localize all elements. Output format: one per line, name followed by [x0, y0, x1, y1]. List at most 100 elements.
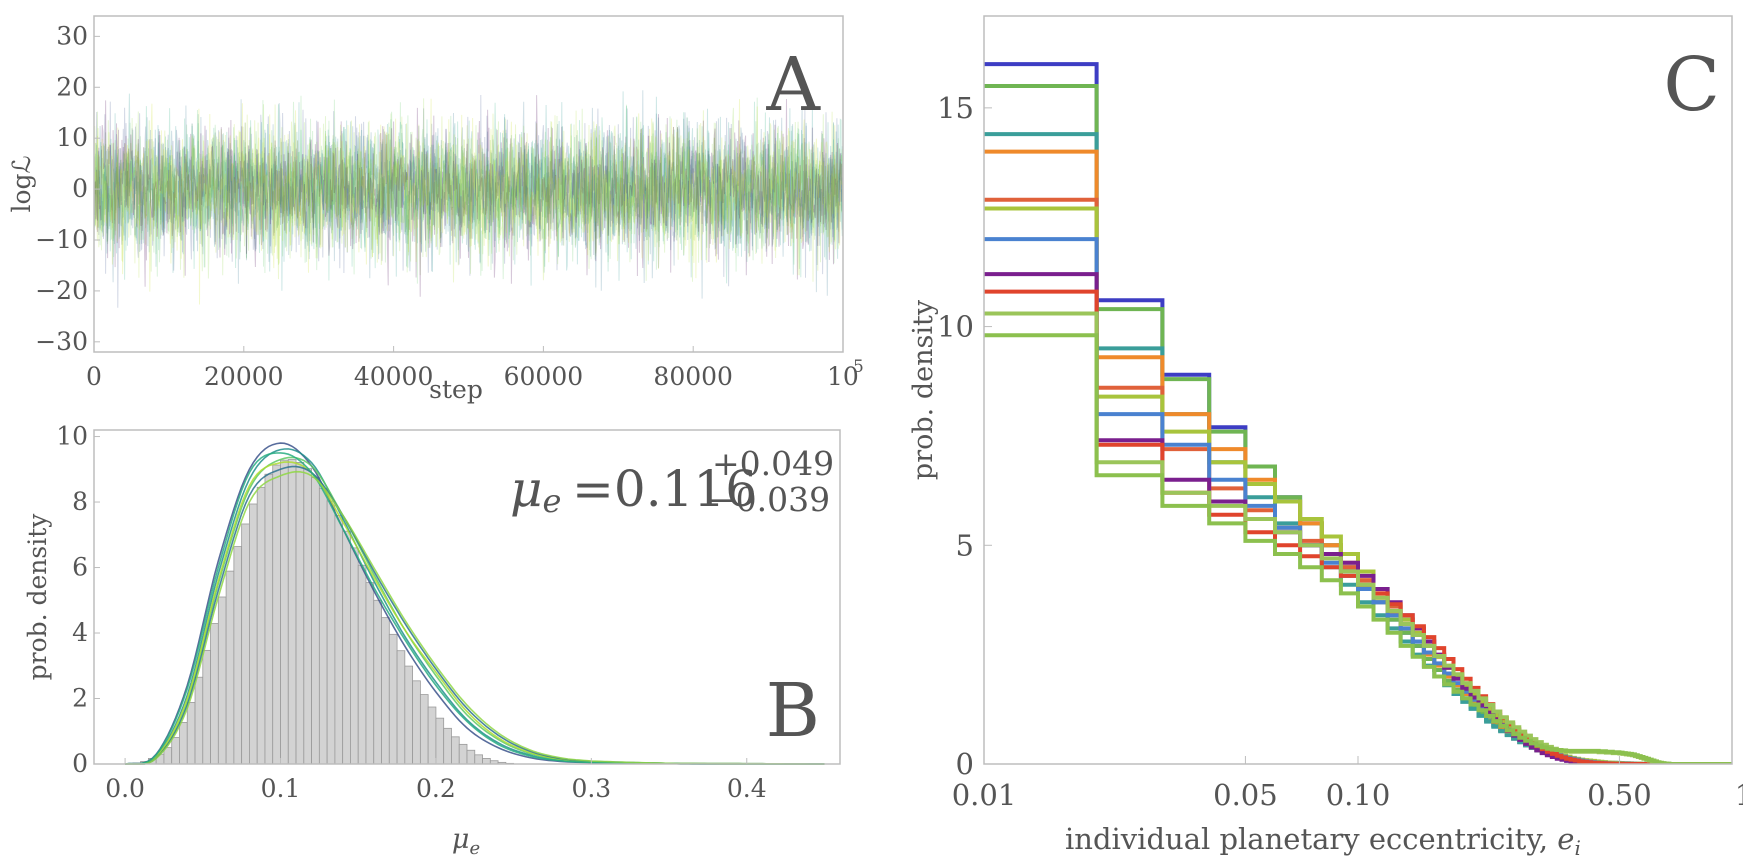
- histogram-bar: [264, 473, 274, 765]
- x-tick-label: 0.3: [571, 774, 611, 803]
- histogram-bar: [342, 530, 351, 765]
- histogram-bar: [482, 758, 491, 765]
- x-tick-label: 0.4: [727, 774, 767, 803]
- x-tick-label: 60000: [504, 362, 584, 391]
- histogram-bar: [225, 570, 235, 765]
- x-tick-label: 1: [1735, 778, 1743, 812]
- trace-line: [94, 98, 843, 282]
- histogram-bar: [458, 743, 468, 765]
- panel-b-histogram: 0.0 0.1 0.2 0.3 0.4 0 2 4 6 8 10 prob. density μe …: [23, 422, 841, 859]
- y-tick-label: 0: [956, 747, 974, 781]
- histogram-bar: [272, 464, 281, 765]
- y-tick-label: −20: [35, 276, 88, 305]
- x-tick-label: 0.50: [1587, 778, 1652, 812]
- histogram-bar: [318, 487, 328, 765]
- step-series: [984, 62, 1732, 764]
- histogram-bar: [241, 523, 250, 765]
- panel-b-ylabel: prob. density: [23, 513, 52, 681]
- histogram-bar: [287, 459, 297, 765]
- histogram-bar: [474, 754, 483, 765]
- x-tick-label: 0.2: [416, 774, 456, 803]
- y-tick-label: 30: [56, 21, 88, 50]
- y-tick-label: 15: [937, 91, 974, 125]
- annotation-minus: −0.039: [708, 480, 830, 519]
- y-tick-label: 0: [72, 174, 88, 203]
- panel-c-xlabel-text: individual planetary eccentricity,: [1065, 822, 1557, 856]
- panel-b-xlabel-symbol: μ: [452, 824, 470, 855]
- histogram-bar: [373, 599, 382, 765]
- y-tick-label: 8: [72, 487, 88, 516]
- y-tick-label: 0: [72, 749, 88, 778]
- histogram-bar: [311, 477, 320, 765]
- x-tick-label: 40000: [354, 362, 434, 391]
- trace-line: [94, 95, 843, 284]
- y-tick-label: −30: [35, 327, 88, 356]
- y-tick-label: 20: [56, 72, 88, 101]
- annotation-plus: +0.049: [712, 444, 834, 483]
- y-tick-label: 2: [72, 684, 88, 713]
- x-tick-label: 0.0: [105, 774, 145, 803]
- panel-c-step-histograms: 0.010.050.100.501051015 prob. density in…: [908, 15, 1743, 860]
- histogram-bar: [466, 749, 476, 765]
- histogram-bar: [233, 546, 243, 765]
- panel-a-frame: [93, 15, 844, 353]
- x-tick-label: 10: [827, 362, 859, 391]
- trace-line: [94, 95, 843, 297]
- x-tick-label: 0.05: [1213, 778, 1278, 812]
- panel-b-label: B: [766, 668, 820, 754]
- panel-b-xlabel: μe: [452, 824, 480, 859]
- y-tick-label: 6: [72, 553, 88, 582]
- x-tick-label: 0.10: [1326, 778, 1391, 812]
- histogram-bar: [427, 706, 437, 765]
- trace-line: [94, 98, 843, 305]
- histogram-bar: [194, 676, 204, 765]
- panel-a-xlabel: step: [429, 375, 483, 404]
- panel-c-xlabel-symbol: e: [1557, 822, 1574, 856]
- histogram-bar: [451, 736, 460, 765]
- histogram-bars: [132, 459, 515, 765]
- panel-c-ticks: 0.010.050.100.501051015: [937, 91, 1743, 812]
- histogram-bar: [256, 486, 266, 765]
- histogram-bar: [435, 717, 445, 765]
- x-tick-label: 0.1: [261, 774, 301, 803]
- histogram-bar: [249, 503, 258, 765]
- histogram-bar: [171, 737, 180, 765]
- histogram-bar: [202, 649, 211, 765]
- histogram-bar: [334, 515, 344, 765]
- histogram-bar: [365, 582, 375, 765]
- panel-c-xlabel-sub: i: [1574, 836, 1580, 860]
- x-tick-label: 20000: [204, 362, 284, 391]
- histogram-bar: [396, 650, 406, 765]
- y-tick-label: 10: [56, 123, 88, 152]
- panel-c-label: C: [1663, 42, 1720, 128]
- step-line-s11: [984, 333, 1732, 764]
- histogram-bar: [350, 547, 359, 765]
- trace-line: [94, 90, 843, 299]
- histogram-bar: [186, 702, 196, 765]
- histogram-bar: [357, 564, 367, 765]
- histogram-bar: [210, 623, 219, 765]
- histogram-bar: [303, 468, 312, 765]
- y-tick-label: 4: [72, 618, 88, 647]
- histogram-bar: [295, 462, 305, 765]
- panel-a-ylabel: logℒ: [7, 155, 36, 212]
- y-tick-label: 10: [56, 422, 88, 451]
- annotation-symbol: μe: [510, 460, 561, 520]
- panel-c-ylabel: prob. density: [908, 299, 939, 480]
- annotation-value: =0.116: [572, 460, 757, 518]
- x-tick-superscript: 5: [853, 357, 864, 377]
- x-tick-label: 0.01: [952, 778, 1017, 812]
- trace-lines: [94, 90, 843, 308]
- panel-a-trace-plot: 0 20000 40000 60000 80000 105−30−20−100102030…: [7, 15, 864, 404]
- panel-b-xlabel-sub: e: [469, 838, 480, 859]
- histogram-bar: [381, 617, 390, 765]
- x-tick-label: 0: [86, 362, 102, 391]
- histogram-bar: [280, 459, 289, 765]
- panel-b-frame: [93, 429, 841, 765]
- histogram-bar: [326, 500, 336, 765]
- trace-line: [94, 104, 843, 283]
- histogram-bar: [217, 596, 227, 765]
- histogram-bar: [412, 680, 421, 765]
